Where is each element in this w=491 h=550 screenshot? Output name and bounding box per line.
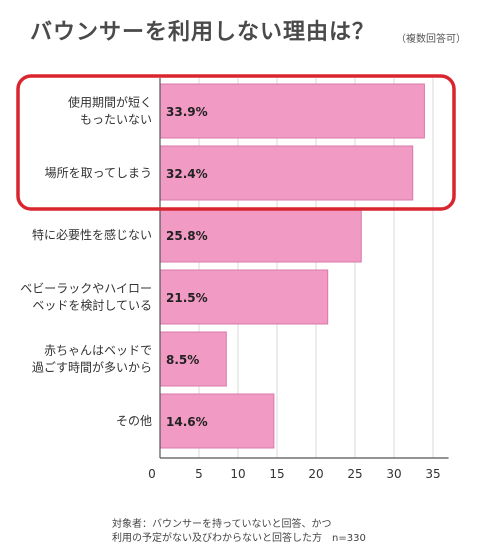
- footnote: 対象者：バウンサーを持っていないと回答、かつ 利用の予定がない及びわからないと回…: [112, 518, 366, 546]
- x-tick-label: 15: [269, 467, 284, 481]
- x-tick-label: 30: [386, 467, 401, 481]
- x-tick-label: 35: [425, 467, 440, 481]
- x-tick-label: 20: [308, 467, 323, 481]
- footnote-line-2: 利用の予定がない及びわからないと回答した方: [112, 533, 322, 544]
- x-tick-label: 10: [230, 467, 245, 481]
- category-label: 赤ちゃんはベッドで: [44, 344, 152, 358]
- data-label: 8.5%: [166, 353, 199, 367]
- sample-size: n=330: [332, 533, 366, 544]
- category-label: ベビーラックやハイロー: [20, 282, 152, 296]
- x-tick-label: 5: [195, 467, 203, 481]
- data-label: 14.6%: [166, 415, 208, 429]
- bar: [159, 331, 227, 387]
- chart-subtitle: （複数回答可）: [396, 34, 466, 45]
- bar: [159, 393, 275, 449]
- data-label: 33.9%: [166, 105, 208, 119]
- bar: [159, 145, 414, 201]
- category-label: もったいない: [80, 113, 152, 127]
- highlight-frame: [16, 74, 456, 211]
- x-tick-label: 0: [148, 467, 156, 481]
- data-label: 25.8%: [166, 229, 208, 243]
- category-label: 場所を取ってしまう: [45, 166, 152, 180]
- footnote-line-1: 対象者：バウンサーを持っていないと回答、かつ: [112, 519, 332, 530]
- category-label: 過ごす時間が多いから: [32, 360, 152, 375]
- category-label: ベッドを検討している: [32, 298, 152, 313]
- data-label: 21.5%: [166, 291, 208, 305]
- chart-title: バウンサーを利用しない理由は？: [30, 20, 376, 45]
- category-label: 特に必要性を感じない: [32, 227, 152, 242]
- bar: [159, 269, 329, 325]
- category-label: その他: [116, 414, 152, 428]
- x-tick-label: 25: [347, 467, 362, 481]
- data-label: 32.4%: [166, 167, 208, 181]
- category-label: 使用期間が短く: [68, 95, 152, 110]
